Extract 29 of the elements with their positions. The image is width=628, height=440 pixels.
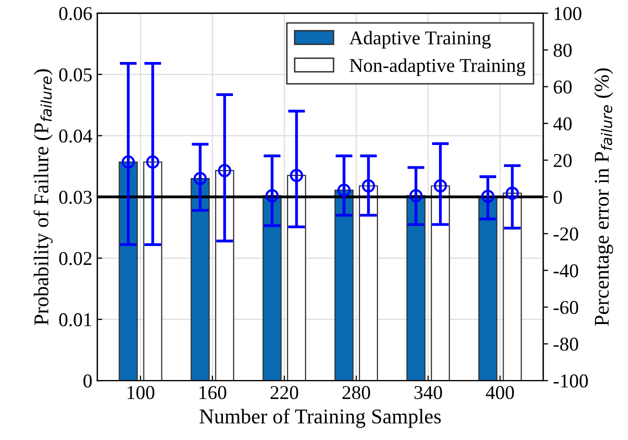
y-tick-label: 0.03 (59, 190, 92, 204)
x-axis-title: Number of Training Samples (200, 408, 441, 428)
y2-tick-label: -100 (554, 374, 588, 388)
y-tick-label: 0 (84, 374, 92, 388)
x-tick-label: 160 (200, 386, 226, 400)
y-tick-label: 0.01 (59, 313, 92, 326)
y-axis-title: Probability of Failure (P$_{failure}$) (34, 69, 53, 325)
y-tick-label: 0.04 (59, 129, 92, 143)
y2-tick-label: -80 (554, 338, 578, 351)
y2-tick-label: -40 (554, 264, 578, 278)
y2-tick-label: 80 (554, 44, 572, 57)
y-tick-label: 0.05 (59, 68, 92, 82)
y2-tick-label: 0 (554, 190, 562, 204)
y2-axis-title: Percentage error in P$_{failure}$ (%) (594, 68, 614, 326)
x-tick-label: 400 (486, 386, 514, 400)
legend-label: Non-adaptive Training (350, 58, 526, 76)
x-tick-label: 220 (270, 386, 298, 400)
y2-tick-label: -60 (554, 300, 578, 314)
legend-label: Adaptive Training (349, 30, 491, 49)
y2-tick-label: 100 (554, 7, 582, 20)
y2-tick-label: 60 (554, 80, 572, 94)
x-tick-label: 100 (128, 386, 154, 400)
y-tick-label: 0.02 (59, 252, 92, 266)
y2-tick-label: 40 (553, 117, 572, 130)
x-tick-label: 340 (414, 386, 442, 400)
x-tick-label: 280 (342, 386, 370, 400)
y-tick-label: 0.06 (59, 7, 92, 20)
y2-tick-label: -20 (554, 227, 578, 241)
y2-tick-label: 20 (554, 154, 572, 168)
